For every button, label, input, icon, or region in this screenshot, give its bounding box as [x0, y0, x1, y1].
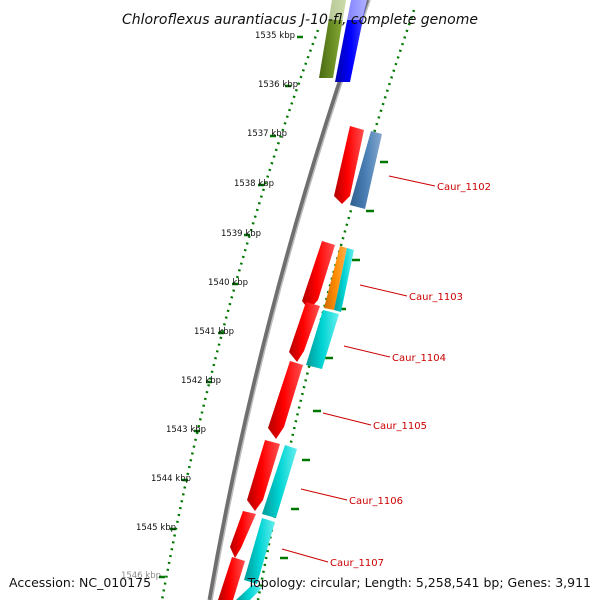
partner-feature-cyan [306, 310, 339, 369]
partner-feature-orange [324, 246, 347, 310]
gene-Caur_1103[interactable] [302, 241, 354, 312]
partner-feature [350, 131, 382, 209]
kbp-label-1536: 1536 kbp [258, 80, 298, 90]
partner-feature-cyan [244, 518, 275, 584]
callout-Caur_1103 [359, 284, 408, 297]
gene-Caur_1107[interactable] [230, 511, 275, 584]
gene-label[interactable]: Caur_1102 [437, 182, 491, 193]
kbp-label-1543: 1543 kbp [166, 425, 206, 435]
accession-text: Accession: NC_010175 [9, 575, 151, 590]
partner-feature-cyan [262, 445, 297, 518]
gene-label[interactable]: Caur_1104 [392, 353, 446, 364]
kbp-labels: 1535 kbp 1536 kbp 1537 kbp 1538 kbp 1539… [121, 31, 298, 581]
map-title: Chloroflexus aurantiacus J-10-fl, comple… [122, 12, 478, 28]
cds-arrow [247, 440, 280, 511]
kbp-label-1542: 1542 kbp [181, 376, 221, 386]
kbp-label-1535: 1535 kbp [255, 31, 295, 41]
genome-summary-text: Topology: circular; Length: 5,258,541 bp… [247, 575, 591, 590]
feature-blue [335, 0, 367, 82]
callout-Caur_1105 [322, 412, 372, 426]
backbone-arc-highlight [211, 0, 371, 600]
kbp-ruler-ticks [159, 35, 303, 579]
feature-bottom-pair[interactable] [218, 557, 262, 600]
backbone-arc [207, 0, 371, 600]
cds-arrow [302, 241, 335, 310]
outer-ruler-ticks [280, 160, 388, 560]
partner-feature-cyan-partial [236, 585, 262, 600]
callout-Caur_1104 [343, 345, 391, 358]
gene-label[interactable]: Caur_1105 [373, 421, 427, 432]
gene-Caur_1102[interactable] [334, 126, 382, 209]
gene-Caur_1104[interactable] [289, 302, 339, 369]
callout-Caur_1106 [300, 488, 348, 501]
inner-ruler-line [160, 29, 320, 600]
cds-arrow-partial [218, 557, 245, 600]
callout-Caur_1102 [388, 175, 436, 187]
kbp-label-1544: 1544 kbp [151, 474, 191, 484]
kbp-label-1541: 1541 kbp [194, 327, 234, 337]
gene-label[interactable]: Caur_1103 [409, 292, 463, 303]
gene-label[interactable]: Caur_1107 [330, 558, 384, 569]
feature-top-pair[interactable] [319, 0, 367, 82]
kbp-label-1545: 1545 kbp [136, 523, 176, 533]
cds-arrow [268, 361, 303, 439]
kbp-label-1540: 1540 kbp [208, 278, 248, 288]
gene-Caur_1106[interactable] [247, 440, 297, 518]
kbp-label-1546: 1546 kbp [121, 571, 161, 581]
kbp-label-1539: 1539 kbp [221, 229, 261, 239]
cds-arrow [230, 511, 256, 558]
gene-Caur_1105[interactable] [268, 361, 303, 439]
gene-labels: Caur_1102 Caur_1103 Caur_1104 Caur_1105 … [330, 182, 491, 569]
gene-label[interactable]: Caur_1106 [349, 496, 403, 507]
partner-feature-cyan [334, 248, 354, 312]
callout-lines [281, 175, 436, 563]
cds-arrow [289, 302, 320, 362]
kbp-label-1537: 1537 kbp [247, 129, 287, 139]
cds-arrow [334, 126, 364, 204]
kbp-label-1538: 1538 kbp [234, 179, 274, 189]
callout-Caur_1107 [281, 548, 329, 563]
feature-top-fade [319, 0, 367, 20]
